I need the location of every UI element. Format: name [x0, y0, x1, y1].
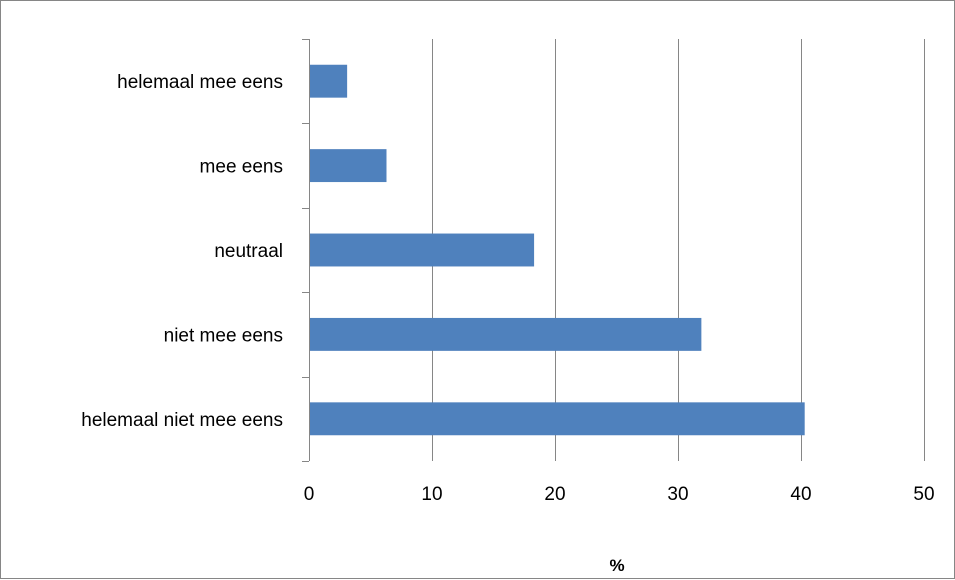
tick-labels: 0 10 20 30 40 50 helemaal mee eens mee eens neut…	[81, 72, 934, 505]
x-tick-label-0: 0	[304, 484, 315, 505]
bar-1	[309, 149, 387, 183]
category-label-0: helemaal mee eens	[117, 72, 283, 93]
x-tick-label-40: 40	[790, 484, 811, 505]
category-label-1: mee eens	[200, 157, 283, 178]
bar-2	[309, 233, 535, 267]
gridlines	[432, 39, 925, 461]
category-label-3: niet mee eens	[164, 325, 283, 346]
x-tick-label-30: 30	[667, 484, 688, 505]
x-tick-label-10: 10	[421, 484, 442, 505]
x-axis-title: %	[609, 556, 624, 575]
x-tick-label-50: 50	[913, 484, 934, 505]
bars	[309, 64, 805, 436]
bar-0	[309, 64, 348, 98]
category-label-4: helemaal niet mee eens	[81, 410, 283, 431]
x-tick-label-20: 20	[544, 484, 565, 505]
bar-3	[309, 317, 702, 351]
axes	[302, 39, 310, 462]
category-label-2: neutraal	[214, 241, 283, 262]
bar-4	[309, 402, 805, 436]
